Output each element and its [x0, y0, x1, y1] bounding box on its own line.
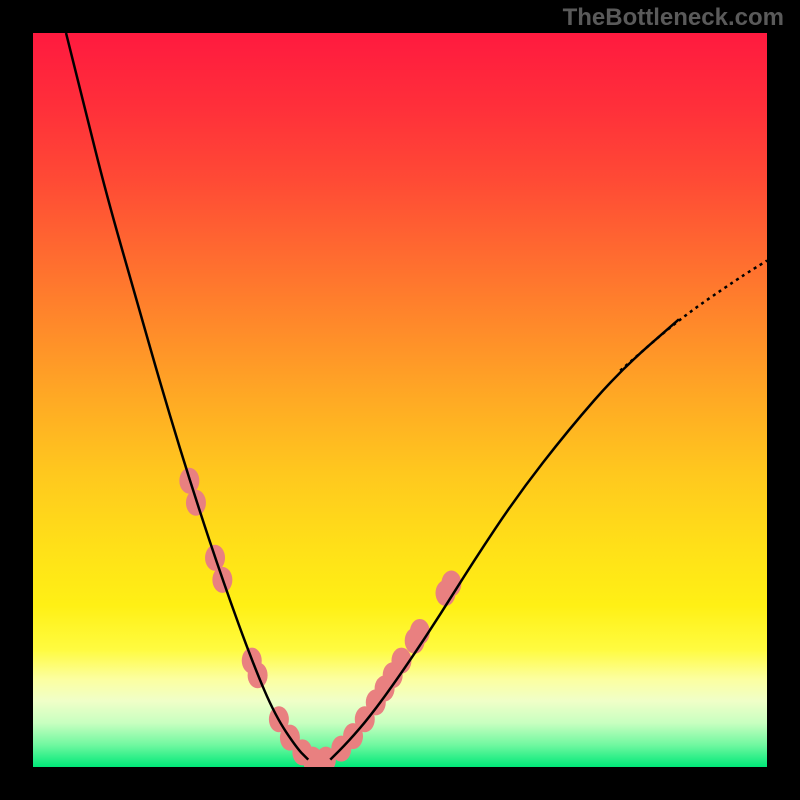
plot-svg [33, 33, 767, 767]
canvas: TheBottleneck.com [0, 0, 800, 800]
curve-marker [410, 619, 430, 645]
watermark-text: TheBottleneck.com [563, 4, 784, 32]
plot-area [33, 33, 767, 767]
